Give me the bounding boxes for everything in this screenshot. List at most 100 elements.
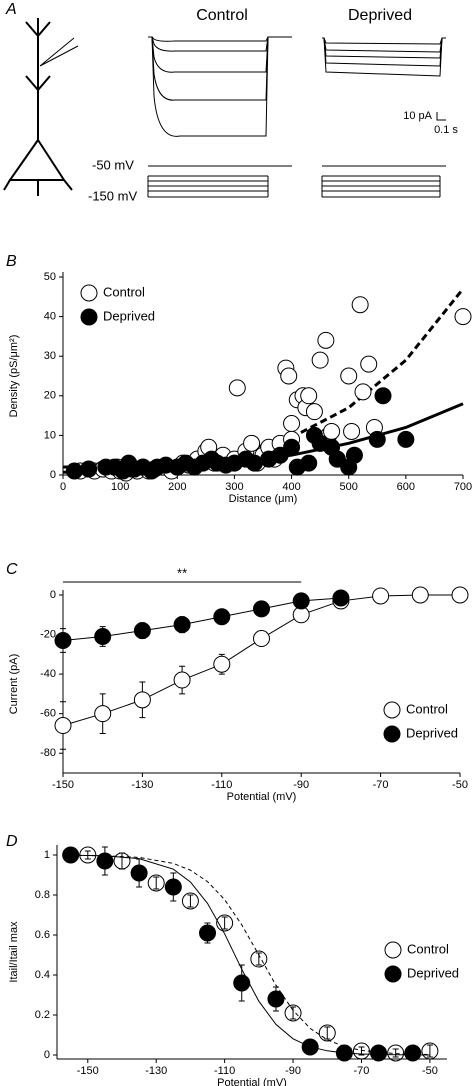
y-axis-label: Density (pS/μm²) <box>8 335 20 418</box>
data-point <box>317 331 335 349</box>
data-point <box>301 1038 319 1056</box>
x-tick-label: 500 <box>340 481 358 493</box>
data-point <box>216 914 234 932</box>
current-traces <box>148 36 446 137</box>
legend-marker <box>383 725 401 743</box>
x-tick-label: -130 <box>131 779 153 791</box>
data-point <box>133 691 151 709</box>
condition-title: Control <box>196 7 248 24</box>
panel-label: D <box>6 833 18 850</box>
scale-label: 0.1 s <box>434 124 458 136</box>
error-bar <box>290 1006 297 1020</box>
legend-marker <box>384 941 402 959</box>
y-tick-label: 10 <box>44 429 56 441</box>
significance-label: ** <box>177 565 187 580</box>
x-tick-label: -150 <box>77 1065 99 1077</box>
y-tick-label: 0.8 <box>35 889 50 901</box>
x-tick-label: -90 <box>285 1065 301 1077</box>
x-tick-label: 300 <box>225 481 243 493</box>
data-point <box>181 892 199 910</box>
x-tick-label: 400 <box>282 481 300 493</box>
y-axis-label: Itail/Itail max <box>8 921 20 983</box>
legend-marker <box>384 965 402 983</box>
data-point <box>370 1044 388 1062</box>
data-point <box>368 430 386 448</box>
legend-marker <box>80 284 98 302</box>
y-tick-label: 0.2 <box>35 1009 50 1021</box>
data-point <box>253 630 270 648</box>
x-tick-label: -110 <box>214 1065 235 1077</box>
data-point <box>130 864 148 882</box>
data-point <box>300 454 318 472</box>
data-point <box>54 631 72 649</box>
data-point <box>65 462 83 480</box>
x-tick-label: -110 <box>211 779 232 791</box>
data-point <box>79 846 97 864</box>
error-bar <box>153 876 160 890</box>
data-point <box>311 351 329 369</box>
x-axis-label: Distance (μm) <box>229 493 298 505</box>
y-tick-label: 0 <box>50 589 56 601</box>
panel-label: C <box>6 561 18 578</box>
data-point <box>454 308 472 326</box>
data-point <box>343 422 361 440</box>
data-point <box>300 387 318 405</box>
legend-label: Control <box>406 701 448 716</box>
data-point <box>243 434 261 452</box>
y-tick-label: -80 <box>40 747 56 759</box>
data-point <box>94 628 112 646</box>
data-point <box>283 415 301 433</box>
data-point <box>96 852 114 870</box>
data-point <box>345 446 363 464</box>
data-point <box>404 1044 422 1062</box>
error-bar <box>324 1026 331 1040</box>
panel-label: B <box>6 253 17 270</box>
data-point <box>80 460 98 478</box>
data-point <box>305 403 323 421</box>
data-point <box>340 367 358 385</box>
data-point <box>283 438 301 456</box>
y-tick-label: 20 <box>44 390 56 402</box>
y-tick-label: 40 <box>44 311 56 323</box>
y-tick-label: -60 <box>40 708 56 720</box>
condition-title: Deprived <box>348 7 412 24</box>
legend-marker <box>383 701 401 719</box>
error-bar <box>187 894 194 908</box>
data-point <box>318 1024 336 1042</box>
data-point <box>54 717 72 735</box>
x-tick-label: -150 <box>52 779 74 791</box>
data-point <box>147 874 165 892</box>
panel-label: A <box>5 1 17 18</box>
y-tick-label: 1 <box>44 849 50 861</box>
legend-label: Deprived <box>103 308 155 323</box>
x-tick-label: -50 <box>422 1065 438 1077</box>
data-point <box>332 589 350 607</box>
error-bar <box>358 1046 365 1056</box>
data-point <box>284 1004 302 1022</box>
data-point <box>372 587 390 605</box>
error-bar <box>221 916 228 930</box>
legend-label: Deprived <box>406 725 458 740</box>
data-point <box>421 1042 439 1060</box>
data-point <box>351 296 369 314</box>
x-tick-label: -90 <box>293 779 309 791</box>
legend-label: Control <box>103 284 145 299</box>
data-point <box>173 616 191 634</box>
x-tick-label: 0 <box>60 481 66 493</box>
voltage-protocol <box>147 165 446 198</box>
scale-label: 10 pA <box>403 110 432 122</box>
x-tick-label: 100 <box>111 481 129 493</box>
x-tick-label: 200 <box>168 481 186 493</box>
x-tick-label: -70 <box>373 779 389 791</box>
x-tick-label: -50 <box>452 779 468 791</box>
data-point <box>62 846 80 864</box>
data-point <box>352 1042 370 1060</box>
error-bar <box>392 1048 399 1058</box>
data-point <box>292 592 310 610</box>
data-point <box>245 454 263 472</box>
data-point <box>213 655 231 673</box>
y-tick-label: 50 <box>44 271 56 283</box>
y-tick-label: 0 <box>44 1049 50 1061</box>
data-point <box>250 950 268 968</box>
